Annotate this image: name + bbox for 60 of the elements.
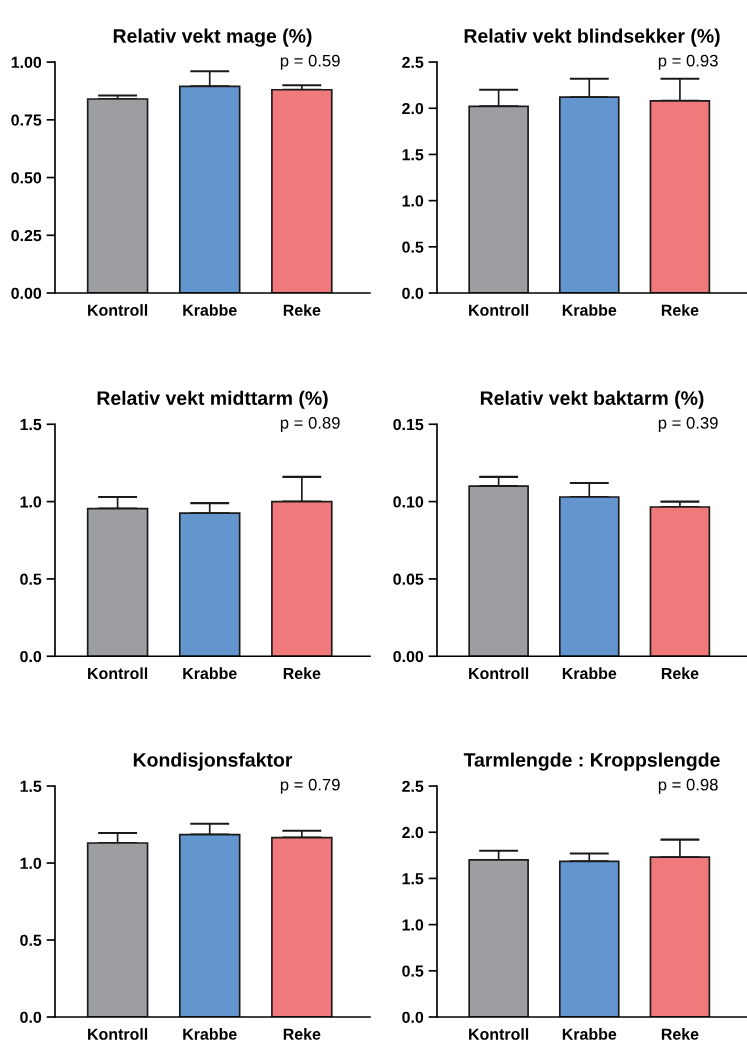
y-tick-label: 2.0 — [402, 826, 424, 839]
y-tick-label: 0.5 — [402, 241, 424, 253]
y-tick-label: 1.5 — [20, 780, 42, 792]
y-tick-label: 0.15 — [393, 418, 424, 431]
y-tick-label: 0.50 — [11, 172, 42, 184]
y-tick-label: 0.75 — [11, 114, 42, 126]
annotation: p = 0.89 — [280, 416, 340, 433]
chart-title: Kondisjonsfaktor — [133, 752, 293, 771]
x-tick-label: Reke — [283, 304, 321, 316]
x-tick-label: Kontroll — [88, 1028, 148, 1040]
bar — [649, 506, 711, 657]
chart-title: Relativ vekt mage (%) — [113, 28, 312, 47]
x-tick-label: Reke — [283, 667, 321, 680]
x-tick-label: Kontroll — [469, 1028, 529, 1040]
y-tick-label: 1.0 — [20, 857, 42, 869]
y-tick-label: 0.00 — [393, 650, 424, 663]
y-tick-label: 1.0 — [402, 919, 424, 931]
chart-title: Relativ vekt blindsekker (%) — [464, 28, 720, 47]
x-tick-label: Krabbe — [562, 304, 617, 316]
x-tick-label: Kontroll — [88, 667, 148, 680]
annotation: p = 0.79 — [280, 778, 340, 794]
y-tick-label: 1.00 — [11, 56, 42, 69]
chart-title: Relativ vekt baktarm (%) — [480, 390, 704, 409]
x-tick-label: Reke — [661, 1028, 699, 1040]
x-tick-label: Krabbe — [183, 1028, 237, 1040]
x-tick-label: Reke — [661, 667, 699, 680]
x-tick-label: Krabbe — [183, 304, 237, 316]
x-tick-label: Reke — [283, 1028, 321, 1040]
x-tick-label: Krabbe — [562, 1028, 617, 1040]
annotation: p = 0.93 — [658, 54, 718, 70]
y-tick-label: 2.0 — [402, 102, 424, 115]
y-tick-label: 1.5 — [402, 149, 424, 161]
y-tick-label: 2.5 — [402, 56, 424, 69]
y-tick-label: 1.0 — [402, 195, 424, 207]
y-tick-label: 0.5 — [402, 965, 424, 977]
y-tick-label: 0.00 — [11, 287, 42, 299]
y-tick-label: 0.0 — [402, 1011, 424, 1023]
x-tick-label: Reke — [661, 304, 699, 316]
y-tick-label: 1.0 — [20, 496, 42, 508]
x-tick-label: Krabbe — [562, 667, 617, 680]
chart-title: Relativ vekt midttarm (%) — [97, 390, 328, 409]
y-tick-label: 0.5 — [20, 934, 42, 946]
x-tick-label: Krabbe — [183, 667, 237, 680]
y-tick-label: 0.0 — [20, 650, 42, 663]
x-tick-label: Kontroll — [88, 304, 148, 316]
annotation: p = 0.59 — [280, 54, 340, 70]
x-tick-label: Kontroll — [469, 304, 529, 316]
y-tick-label: 1.5 — [402, 873, 424, 885]
chart-title: Tarmlengde : Kroppslengde — [463, 752, 720, 771]
y-tick-label: 2.5 — [402, 780, 424, 792]
y-tick-label: 0.0 — [20, 1011, 42, 1023]
y-tick-label: 0.10 — [393, 496, 424, 508]
x-tick-label: Kontroll — [469, 667, 529, 680]
y-tick-label: 0.0 — [402, 287, 424, 299]
y-tick-label: 0.5 — [20, 573, 42, 585]
y-tick-label: 0.05 — [393, 573, 424, 585]
y-tick-label: 0.25 — [11, 229, 42, 242]
annotation: p = 0.39 — [658, 416, 718, 433]
y-tick-label: 1.5 — [20, 419, 42, 431]
annotation: p = 0.98 — [658, 778, 718, 794]
